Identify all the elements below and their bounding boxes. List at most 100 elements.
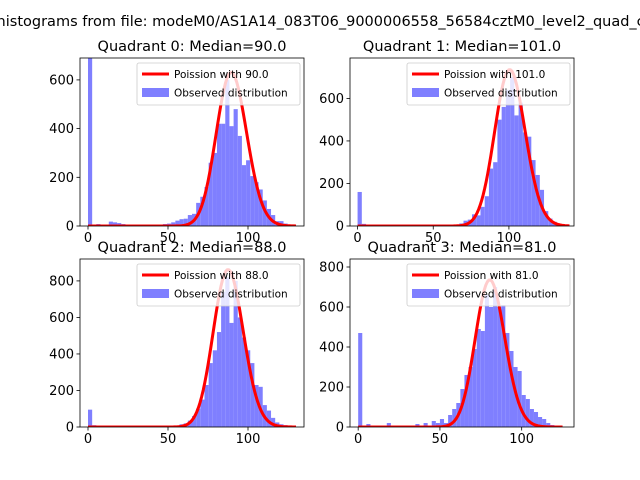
histogram-bar <box>200 399 205 427</box>
subplot-quadrant-1: 0 50 100 0 200 400 600 Quadrant 1: Median=101.0… <box>319 39 575 246</box>
histogram-bar <box>179 219 184 226</box>
histogram-bar <box>505 333 510 427</box>
histogram-bar <box>544 211 549 226</box>
histogram-bar <box>208 162 213 226</box>
poisson-curve <box>358 278 563 427</box>
x-tick-label: 50 <box>160 432 177 447</box>
subplot-title: Quadrant 3: Median=81.0 <box>368 240 557 256</box>
histogram-bar <box>535 174 540 226</box>
histogram-bar <box>246 350 251 427</box>
histogram-bars <box>88 277 296 427</box>
histogram-bar <box>183 218 188 226</box>
x-tick-label: 50 <box>160 231 177 246</box>
histogram-bar <box>525 399 530 427</box>
subplot-title: Quadrant 0: Median=90.0 <box>98 39 287 55</box>
histogram-bar <box>221 291 226 427</box>
histogram-bar <box>216 332 222 427</box>
histogram-bar <box>241 337 247 427</box>
x-tick-label: 100 <box>236 231 261 246</box>
y-tick-label: 200 <box>319 177 344 192</box>
x-tick-label: 50 <box>432 432 449 447</box>
histogram-bar <box>448 415 453 427</box>
subplot-title: Quadrant 2: Median=88.0 <box>98 240 287 256</box>
legend-hist-swatch <box>412 88 439 97</box>
legend-hist-label: Observed distribution <box>444 289 558 301</box>
histogram-bar <box>527 136 532 226</box>
histogram-bar <box>112 222 118 226</box>
histogram-bar <box>108 221 113 226</box>
histogram-bar <box>538 417 543 427</box>
histogram-bar <box>501 305 506 427</box>
y-tick-label: 400 <box>49 122 74 137</box>
legend-line-label: Poission with 81.0 <box>444 270 539 282</box>
histogram-bar <box>472 349 477 427</box>
y-tick-label: 0 <box>66 421 74 436</box>
histogram-bar <box>88 409 93 427</box>
x-tick-label: 100 <box>509 432 534 447</box>
legend-hist-label: Observed distribution <box>174 88 288 100</box>
legend-hist-swatch <box>412 289 439 298</box>
y-tick-label: 800 <box>49 274 74 289</box>
histogram-bar <box>204 187 209 226</box>
x-tick-label: 0 <box>84 432 92 447</box>
x-tick-label: 0 <box>84 231 92 246</box>
histogram-bar <box>258 189 263 226</box>
histogram-bar <box>480 331 485 427</box>
histogram-bar <box>464 375 469 427</box>
poisson-curve <box>357 68 570 226</box>
histogram-bar <box>493 287 498 427</box>
histogram-bar <box>548 218 553 226</box>
y-tick-label: 200 <box>49 384 74 399</box>
histogram-bars <box>357 77 570 226</box>
y-tick-label: 800 <box>319 261 344 276</box>
histogram-bar <box>480 206 485 226</box>
x-tick-label: 100 <box>497 231 522 246</box>
legend-hist-swatch <box>142 289 169 298</box>
legend: Poission with 81.0 Observed distribution <box>406 263 571 307</box>
x-tick-label: 50 <box>425 231 442 246</box>
y-tick-label: 600 <box>49 311 74 326</box>
x-tick-label: 100 <box>236 432 261 447</box>
histogram-bar <box>497 119 502 226</box>
histogram-bar <box>497 307 502 427</box>
legend-line-label: Poission with 88.0 <box>174 270 269 282</box>
histogram-bar <box>493 162 498 226</box>
histogram-bar <box>250 176 255 226</box>
y-tick-label: 200 <box>49 171 74 186</box>
histogram-bar <box>542 419 547 427</box>
y-tick-label: 200 <box>319 381 344 396</box>
histogram-bar <box>514 115 519 226</box>
figure-suptitle: Plotting histograms from file: modeM0/AS… <box>0 14 640 30</box>
axes-frame <box>79 57 305 227</box>
histogram-bar <box>225 79 230 226</box>
histogram-bar <box>271 417 276 427</box>
histogram-bar <box>476 329 481 427</box>
legend: Poission with 101.0 Observed distribution <box>406 62 571 106</box>
histogram-bar <box>488 307 494 427</box>
histogram-bar <box>510 77 515 226</box>
y-tick-label: 400 <box>319 134 344 149</box>
subplot-quadrant-0: 0 50 100 0 200 400 600 Quadrant 0: Median=90.0 P… <box>49 39 305 246</box>
legend-line-label: Poission with 90.0 <box>174 69 269 81</box>
histogram-bar <box>175 220 180 226</box>
histogram-bar <box>233 109 238 226</box>
histogram-bar <box>246 160 251 226</box>
histogram-bar <box>266 410 272 427</box>
axes-frame <box>349 57 575 227</box>
histogram-bar <box>250 363 255 427</box>
legend-hist-label: Observed distribution <box>444 88 558 100</box>
histogram-bar <box>254 385 259 427</box>
histogram-bar <box>171 222 176 226</box>
histogram-bar <box>229 322 234 427</box>
poisson-curve <box>88 71 297 226</box>
histogram-bar <box>431 421 436 427</box>
histogram-bar <box>212 350 217 427</box>
y-tick-label: 400 <box>319 341 344 356</box>
histogram-bar <box>254 182 259 226</box>
legend: Poission with 88.0 Observed distribution <box>136 263 301 307</box>
y-tick-label: 600 <box>319 92 344 107</box>
histogram-bar <box>241 165 247 226</box>
histogram-bar <box>221 123 226 226</box>
histogram-bar <box>204 385 209 427</box>
